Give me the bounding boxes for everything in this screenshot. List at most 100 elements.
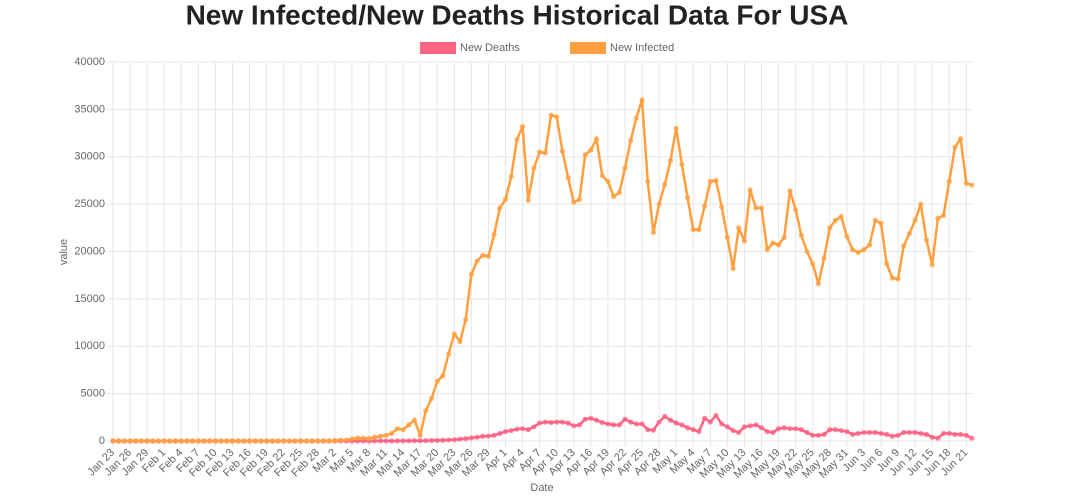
data-point bbox=[781, 234, 787, 240]
data-point bbox=[793, 207, 799, 213]
data-point bbox=[969, 435, 975, 441]
data-point bbox=[787, 188, 793, 194]
data-point bbox=[633, 421, 639, 427]
data-point bbox=[867, 429, 873, 436]
data-point bbox=[713, 177, 719, 184]
data-point bbox=[485, 433, 492, 439]
data-point bbox=[793, 426, 799, 432]
data-point bbox=[491, 231, 497, 238]
data-point bbox=[940, 430, 947, 437]
data-point bbox=[571, 423, 577, 429]
data-point bbox=[650, 427, 657, 433]
data-point bbox=[918, 201, 924, 207]
data-point bbox=[787, 426, 793, 432]
data-point bbox=[724, 424, 730, 430]
data-point bbox=[952, 431, 958, 437]
data-point bbox=[514, 426, 520, 432]
data-point bbox=[707, 178, 713, 184]
data-point bbox=[844, 233, 850, 239]
data-point bbox=[656, 419, 662, 425]
data-point bbox=[679, 161, 685, 167]
data-point bbox=[195, 438, 201, 444]
data-point bbox=[343, 437, 349, 443]
data-point bbox=[235, 438, 241, 444]
data-point bbox=[184, 438, 190, 444]
data-point bbox=[207, 438, 213, 444]
data-point bbox=[906, 230, 913, 237]
data-point bbox=[889, 433, 895, 439]
data-point bbox=[628, 138, 634, 144]
data-point bbox=[741, 424, 748, 430]
data-point bbox=[889, 275, 895, 281]
data-point bbox=[639, 421, 645, 427]
data-point bbox=[861, 247, 867, 253]
data-point bbox=[258, 438, 264, 444]
data-point bbox=[827, 225, 833, 231]
data-point bbox=[872, 429, 878, 436]
data-point bbox=[497, 205, 503, 211]
y-tick-label: 40000 bbox=[74, 56, 105, 68]
data-point bbox=[656, 201, 662, 207]
data-point bbox=[463, 436, 469, 442]
data-point bbox=[451, 437, 457, 443]
data-point bbox=[758, 205, 765, 211]
data-point bbox=[167, 438, 173, 444]
data-point bbox=[127, 438, 133, 444]
data-point bbox=[645, 427, 651, 433]
y-tick-label: 35000 bbox=[74, 103, 105, 115]
data-point bbox=[400, 438, 406, 444]
data-point bbox=[315, 438, 321, 444]
data-point bbox=[662, 181, 668, 187]
chart-title: New Infected/New Deaths Historical Data … bbox=[186, 0, 849, 30]
data-point bbox=[684, 425, 691, 431]
data-point bbox=[292, 438, 298, 444]
y-tick-label: 10000 bbox=[74, 340, 105, 352]
data-point bbox=[775, 242, 782, 248]
data-point bbox=[832, 427, 839, 433]
data-point bbox=[406, 422, 412, 428]
data-point bbox=[861, 429, 867, 436]
data-point bbox=[178, 438, 184, 444]
data-point bbox=[764, 428, 770, 435]
data-point bbox=[263, 438, 270, 444]
data-point bbox=[571, 199, 577, 205]
data-point bbox=[616, 190, 622, 196]
data-point bbox=[713, 412, 719, 419]
data-point bbox=[554, 114, 560, 120]
data-point bbox=[161, 438, 167, 444]
data-point bbox=[372, 438, 378, 444]
data-point bbox=[428, 395, 435, 401]
data-point bbox=[446, 351, 452, 357]
data-point bbox=[679, 422, 685, 428]
data-point bbox=[923, 431, 930, 437]
data-point bbox=[929, 262, 935, 268]
data-point bbox=[531, 424, 537, 430]
data-point bbox=[514, 137, 520, 143]
data-point bbox=[599, 173, 605, 179]
data-point bbox=[281, 438, 287, 444]
data-point bbox=[690, 427, 696, 433]
data-point bbox=[144, 438, 150, 444]
data-point bbox=[485, 253, 492, 259]
data-point bbox=[502, 196, 509, 202]
data-point bbox=[326, 438, 332, 444]
data-point bbox=[150, 438, 156, 444]
data-point bbox=[849, 431, 856, 437]
data-point bbox=[849, 247, 856, 253]
data-point bbox=[884, 261, 890, 267]
data-point bbox=[895, 432, 901, 438]
data-point bbox=[719, 204, 725, 210]
data-point bbox=[736, 429, 742, 436]
data-point bbox=[303, 438, 310, 444]
data-point bbox=[320, 438, 327, 444]
data-point bbox=[463, 317, 469, 323]
data-point bbox=[832, 217, 839, 223]
data-point bbox=[298, 438, 304, 444]
data-point bbox=[958, 431, 964, 437]
data-point bbox=[838, 213, 844, 220]
data-point bbox=[605, 178, 611, 184]
data-point bbox=[650, 229, 657, 236]
data-point bbox=[309, 438, 315, 444]
data-point bbox=[821, 255, 827, 261]
data-point bbox=[497, 430, 503, 437]
